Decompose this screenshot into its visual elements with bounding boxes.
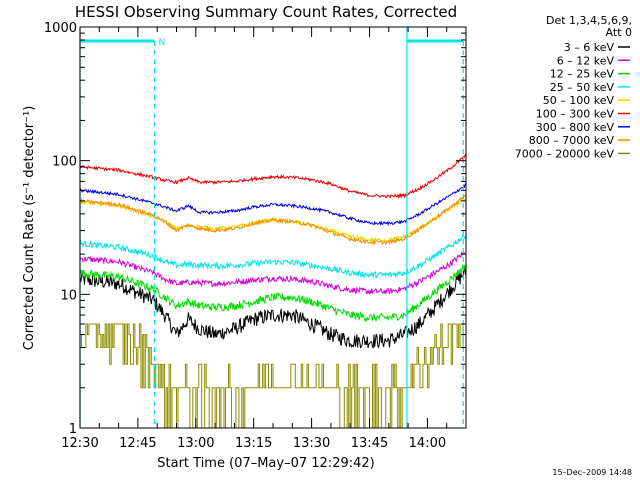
series-line-7: [79, 194, 467, 246]
series-line-3: [79, 232, 467, 279]
chart-title: HESSI Observing Summary Count Rates, Cor…: [75, 3, 457, 21]
y-tick-label: 1: [69, 422, 77, 437]
x-tick-label: 13:15: [235, 436, 272, 451]
night-marker: N: [158, 38, 165, 48]
series-line-4: [79, 198, 467, 244]
series-line-2: [79, 264, 467, 323]
legend-label: 6 – 12 keV: [557, 54, 615, 67]
x-tick-label: 13:30: [293, 436, 330, 451]
x-tick-label: 13:00: [177, 436, 214, 451]
legend-header: Det 1,3,4,5,6,9,: [546, 14, 632, 27]
series-line-8: [80, 323, 467, 429]
legend-label: 300 – 800 keV: [536, 121, 615, 134]
x-tick-label: 12:30: [61, 436, 98, 451]
x-tick-label: 13:45: [351, 436, 388, 451]
legend-label: 7000 – 20000 keV: [515, 147, 615, 160]
legend-label: 100 – 300 keV: [536, 108, 615, 121]
axis-layer: 1 10 100 1000 12:30 12:45 13:00 13:15 13:30 13:45…: [44, 21, 467, 451]
series-line-0: [79, 266, 467, 349]
legend-label: 800 – 7000 keV: [529, 134, 615, 147]
footer-timestamp: 15–Dec–2009 14:48: [552, 468, 632, 477]
legend-label: 50 – 100 keV: [543, 94, 615, 107]
y-tick-label: 10: [60, 288, 77, 303]
series-line-5: [79, 153, 467, 199]
y-axis-label: Corrected Count Rate (s⁻¹ detector⁻¹): [22, 106, 37, 351]
x-tick-label: 12:45: [119, 436, 156, 451]
legend-label: 25 – 50 keV: [550, 81, 615, 94]
legend-label: 12 – 25 keV: [550, 68, 615, 81]
series-line-1: [79, 250, 467, 295]
series-line-6: [79, 183, 467, 227]
x-axis-label: Start Time (07–May–07 12:29:42): [157, 456, 374, 471]
legend-label: 3 – 6 keV: [564, 41, 615, 54]
series-layer: [79, 153, 467, 429]
legend-header: Att 0: [606, 26, 632, 39]
x-tick-label: 14:00: [409, 436, 446, 451]
y-tick-label: 100: [52, 155, 77, 170]
y-tick-label: 1000: [44, 21, 77, 36]
